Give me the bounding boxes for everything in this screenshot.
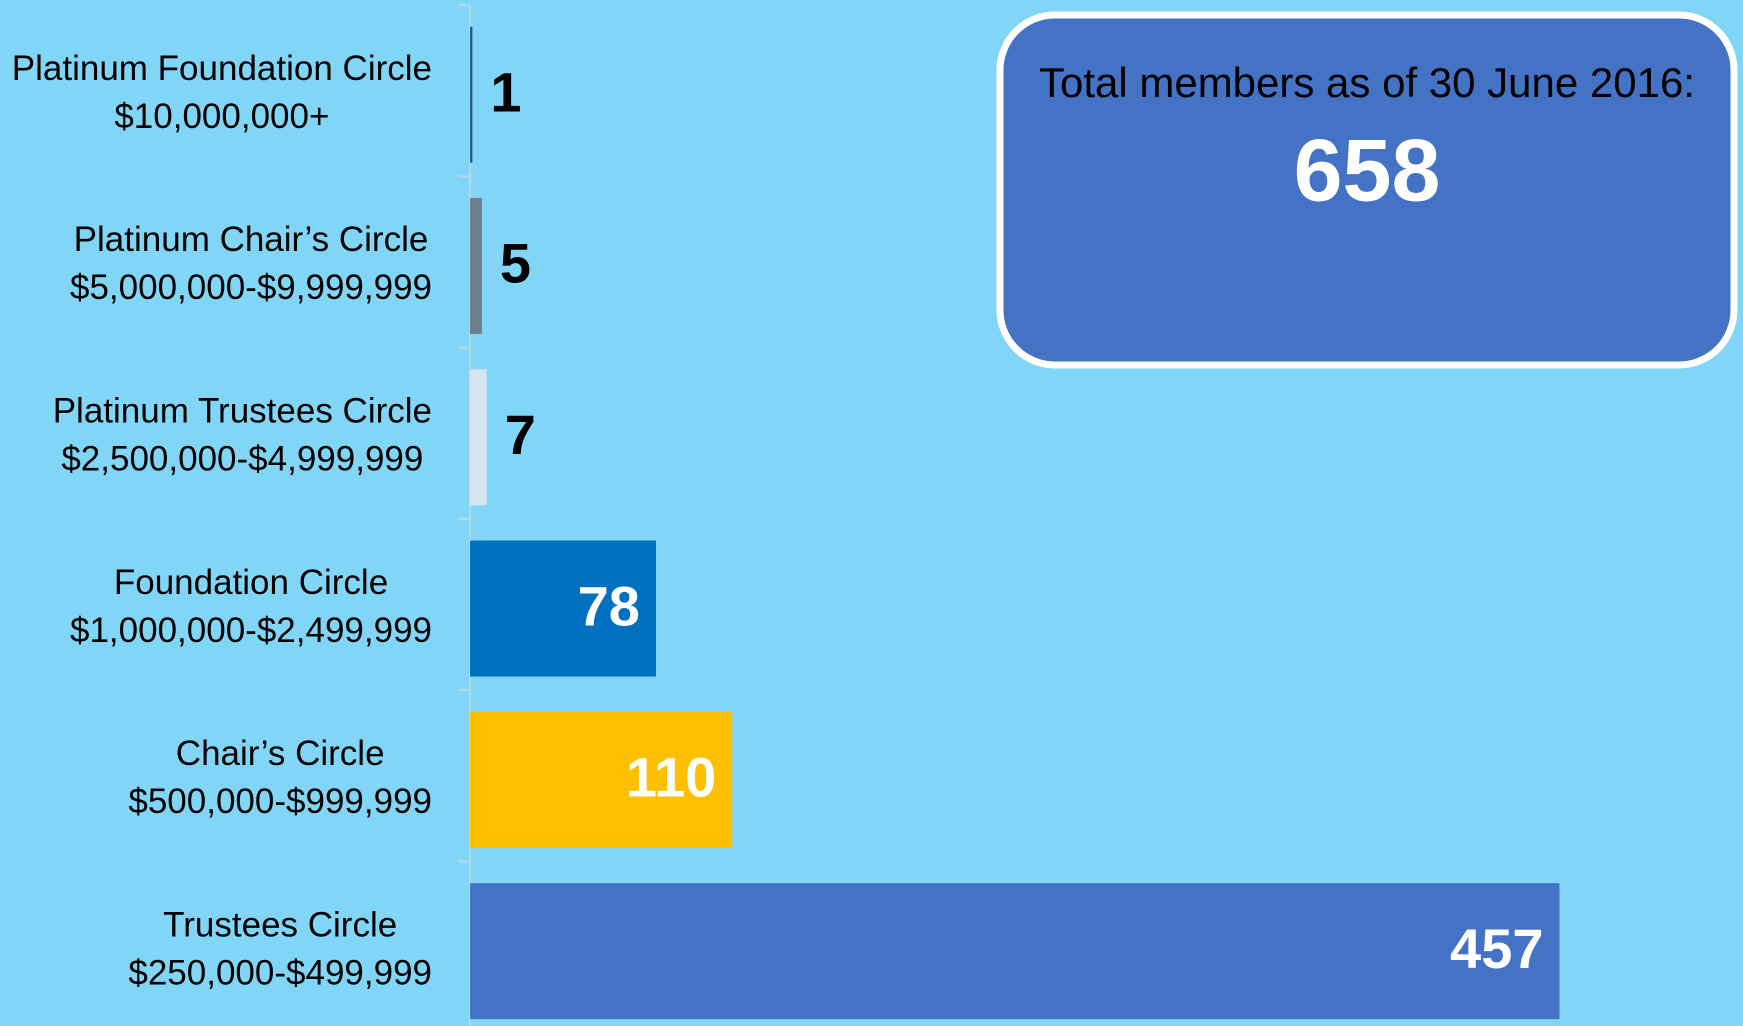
bar (470, 540, 656, 677)
value-label: 78 (578, 574, 640, 637)
bar (470, 26, 473, 163)
category-label: $5,000,000-$9,999,999 (70, 268, 432, 307)
category-label: Platinum Foundation Circle (12, 49, 432, 88)
category-label: Platinum Trustees Circle (53, 392, 432, 431)
value-label: 5 (500, 232, 531, 295)
bar (470, 197, 482, 334)
category-label: $1,000,000-$2,499,999 (70, 611, 432, 650)
category-label: Trustees Circle (163, 905, 397, 944)
total-title: Total members as of 30 June 2016: (1039, 59, 1695, 106)
category-label: Foundation Circle (114, 563, 388, 602)
category-label: $500,000-$999,999 (128, 782, 432, 821)
value-label: 457 (1450, 917, 1543, 980)
value-label: 1 (490, 60, 521, 123)
category-label: $250,000-$499,999 (128, 953, 432, 992)
bar (470, 711, 733, 848)
total-box (996, 11, 1738, 369)
category-label: $2,500,000-$4,999,999 (61, 440, 423, 479)
value-label: 110 (626, 746, 716, 809)
category-label: $10,000,000+ (114, 97, 329, 136)
category-label: Platinum Chair’s Circle (74, 220, 429, 259)
bar (470, 883, 1560, 1020)
bar (470, 369, 487, 506)
category-label: Chair’s Circle (176, 734, 385, 773)
total-value: 658 (1294, 120, 1441, 219)
value-label: 7 (505, 403, 536, 466)
